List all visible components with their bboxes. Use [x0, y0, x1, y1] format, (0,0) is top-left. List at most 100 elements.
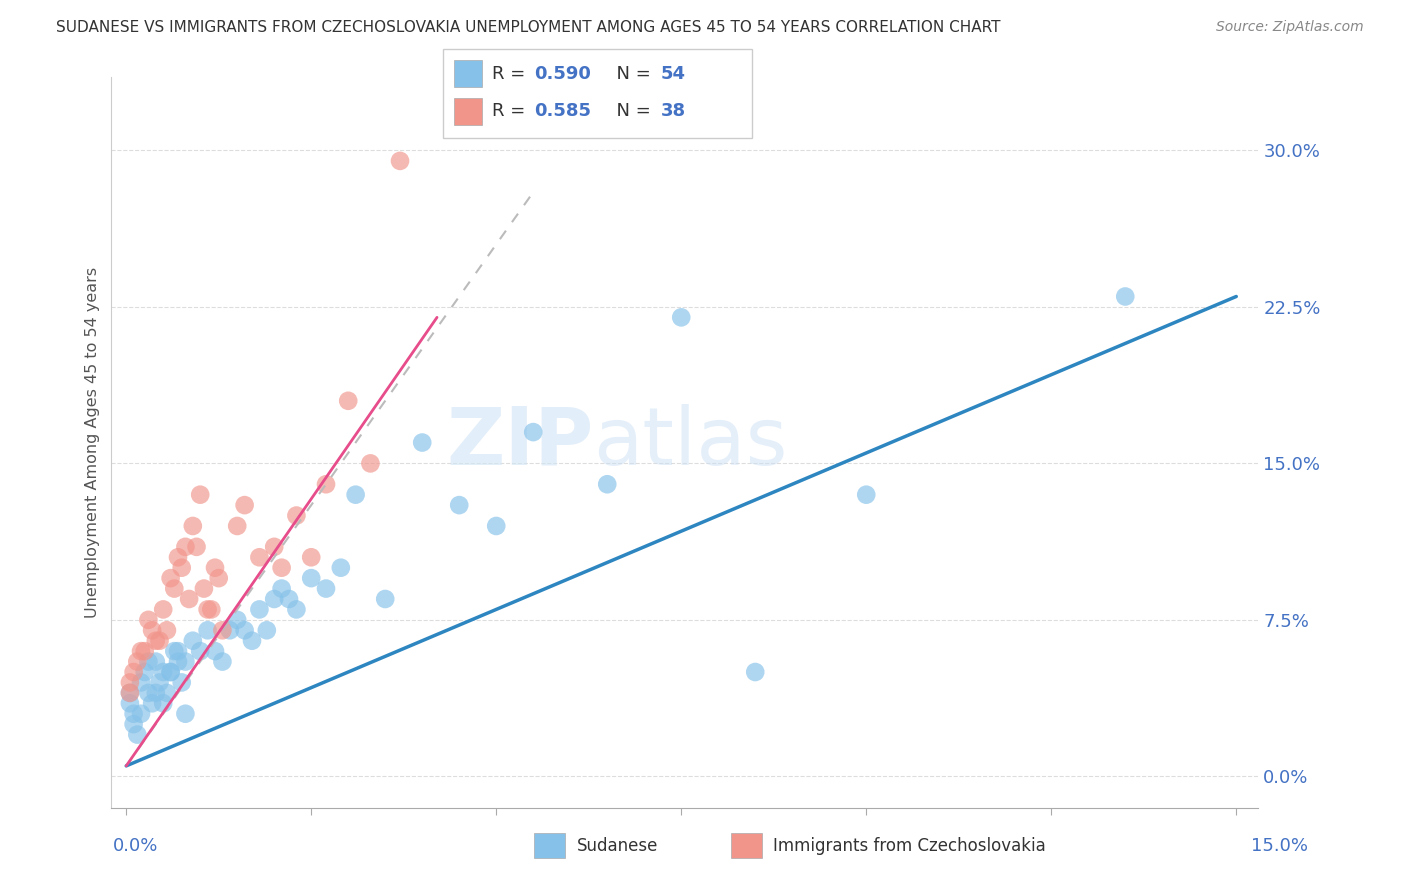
Point	[285, 602, 308, 616]
Text: Sudanese: Sudanese	[576, 837, 658, 855]
Point	[127, 728, 149, 742]
Point	[197, 602, 219, 616]
Point	[263, 592, 285, 607]
Text: N =: N =	[605, 65, 657, 83]
Point	[159, 665, 181, 679]
Point	[299, 550, 322, 565]
Point	[359, 456, 381, 470]
Text: 54: 54	[661, 65, 686, 83]
Point	[167, 644, 190, 658]
Point	[138, 655, 160, 669]
Point	[141, 696, 163, 710]
Point	[218, 624, 240, 638]
Point	[1114, 289, 1136, 303]
Point	[152, 602, 174, 616]
Point	[129, 675, 152, 690]
Point	[671, 310, 693, 325]
Text: atlas: atlas	[593, 403, 787, 482]
Point	[181, 519, 204, 533]
Point	[855, 488, 877, 502]
Point	[337, 393, 360, 408]
Point	[138, 613, 160, 627]
Text: 0.590: 0.590	[534, 65, 591, 83]
Point	[204, 560, 226, 574]
Text: Source: ZipAtlas.com: Source: ZipAtlas.com	[1216, 20, 1364, 34]
Point	[211, 624, 233, 638]
Text: 0.585: 0.585	[534, 103, 592, 120]
Point	[211, 655, 233, 669]
Point	[141, 624, 163, 638]
Point	[145, 633, 167, 648]
Point	[449, 498, 471, 512]
Point	[134, 665, 156, 679]
Point	[152, 696, 174, 710]
Text: R =: R =	[492, 65, 531, 83]
Point	[163, 644, 186, 658]
Point	[156, 686, 179, 700]
Point	[152, 665, 174, 679]
Point	[315, 582, 337, 596]
Point	[233, 624, 256, 638]
Text: R =: R =	[492, 103, 531, 120]
Point	[118, 675, 141, 690]
Point	[744, 665, 766, 679]
Point	[596, 477, 619, 491]
Point	[186, 540, 208, 554]
Point	[122, 706, 145, 721]
Point	[145, 655, 167, 669]
Point	[315, 477, 337, 491]
Point	[145, 686, 167, 700]
Point	[170, 675, 193, 690]
Point	[249, 550, 271, 565]
Point	[299, 571, 322, 585]
Point	[285, 508, 308, 523]
Y-axis label: Unemployment Among Ages 45 to 54 years: Unemployment Among Ages 45 to 54 years	[86, 267, 100, 618]
Text: N =: N =	[605, 103, 657, 120]
Point	[344, 488, 367, 502]
Point	[233, 498, 256, 512]
Point	[159, 571, 181, 585]
Point	[129, 706, 152, 721]
Point	[226, 613, 249, 627]
Point	[122, 717, 145, 731]
Point	[270, 582, 292, 596]
Point	[270, 560, 292, 574]
Point	[263, 540, 285, 554]
Point	[148, 633, 170, 648]
Point	[167, 550, 190, 565]
Point	[200, 602, 222, 616]
Point	[118, 686, 141, 700]
Point	[374, 592, 396, 607]
Point	[197, 624, 219, 638]
Point	[129, 644, 152, 658]
Point	[181, 633, 204, 648]
Point	[159, 665, 181, 679]
Point	[389, 153, 412, 168]
Point	[138, 686, 160, 700]
Point	[240, 633, 263, 648]
Text: ZIP: ZIP	[446, 403, 593, 482]
Point	[163, 582, 186, 596]
Point	[148, 675, 170, 690]
Point	[179, 592, 201, 607]
Point	[188, 644, 211, 658]
Text: SUDANESE VS IMMIGRANTS FROM CZECHOSLOVAKIA UNEMPLOYMENT AMONG AGES 45 TO 54 YEAR: SUDANESE VS IMMIGRANTS FROM CZECHOSLOVAK…	[56, 20, 1001, 35]
Point	[249, 602, 271, 616]
Point	[208, 571, 231, 585]
Point	[167, 655, 190, 669]
Point	[118, 696, 141, 710]
Point	[174, 655, 197, 669]
Point	[485, 519, 508, 533]
Point	[193, 582, 215, 596]
Point	[188, 488, 211, 502]
Point	[134, 644, 156, 658]
Text: 38: 38	[661, 103, 686, 120]
Point	[170, 560, 193, 574]
Point	[256, 624, 278, 638]
Point	[122, 665, 145, 679]
Point	[329, 560, 352, 574]
Point	[174, 706, 197, 721]
Point	[174, 540, 197, 554]
Point	[278, 592, 301, 607]
Point	[118, 686, 141, 700]
